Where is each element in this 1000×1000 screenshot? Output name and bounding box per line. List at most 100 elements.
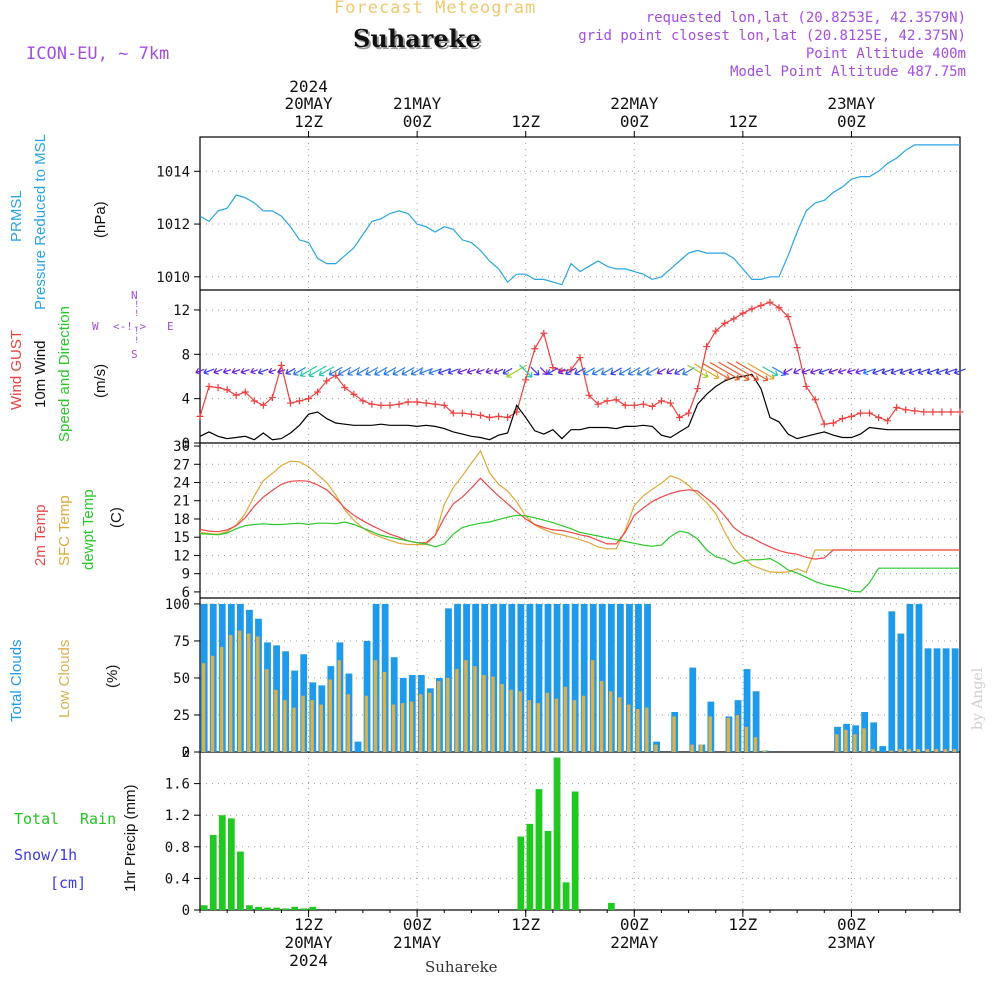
total-cloud-bar <box>897 633 905 752</box>
wind-direction-arrow <box>493 368 504 375</box>
gust-marker <box>413 398 421 406</box>
low-cloud-bar <box>934 749 939 752</box>
low-cloud-bar <box>554 698 559 752</box>
low-cloud-bar <box>265 669 269 752</box>
wind-direction-arrow <box>793 368 801 375</box>
y-tick-label: 2 <box>182 745 190 761</box>
rain-bar <box>200 905 208 910</box>
rain-bar <box>246 905 253 910</box>
bottom-axis-time: 00Z <box>620 915 649 934</box>
wind-direction-arrow <box>356 366 370 376</box>
wind-direction-arrow <box>687 364 709 379</box>
wind-direction-arrow <box>547 367 559 376</box>
gust-marker <box>196 412 204 420</box>
wind-direction-arrow <box>726 361 759 382</box>
gust-marker <box>838 415 846 423</box>
footer-place: Suhareke <box>425 958 498 976</box>
dewpoint-line <box>199 514 960 593</box>
gust-marker <box>648 402 656 410</box>
gust-marker <box>757 302 765 310</box>
low-cloud-bar <box>228 635 233 752</box>
wind-direction-arrow <box>292 366 306 376</box>
low-cloud-bar <box>672 716 676 752</box>
gust-marker <box>784 313 792 321</box>
wind-direction-arrow <box>872 368 885 376</box>
gust-marker <box>404 398 412 406</box>
y-tick-label: 8 <box>182 347 190 363</box>
low-cloud-bar <box>690 744 694 752</box>
gust-marker <box>956 408 964 416</box>
y-tick-label: 0 <box>182 745 190 761</box>
gust-marker <box>630 401 638 409</box>
y-tick-label: 27 <box>173 457 190 473</box>
gust-marker <box>594 400 602 408</box>
gust-marker <box>268 394 276 402</box>
wind-direction-arrow <box>890 368 903 376</box>
gust-marker <box>666 399 674 407</box>
low-cloud-bar <box>337 660 341 752</box>
gust-marker <box>739 309 747 317</box>
total-cloud-bar <box>915 603 923 752</box>
wind-direction-arrow <box>917 368 930 376</box>
low-cloud-bar <box>518 691 522 752</box>
wind-direction-arrow <box>519 364 533 378</box>
gust-marker <box>657 397 665 405</box>
wind-direction-arrow <box>565 367 577 376</box>
rain-bar <box>209 834 217 910</box>
gust-marker <box>286 399 294 407</box>
low-cloud-bar <box>636 709 640 752</box>
model-label: ICON-EU, ~ 7km <box>26 44 170 64</box>
bottom-axis-year: 2024 <box>289 951 328 970</box>
gust-marker <box>368 400 376 408</box>
pressure-line <box>199 144 960 286</box>
low-cloud-bar <box>618 697 622 752</box>
rain-bar <box>255 906 262 910</box>
total-rain-label-2: Rain <box>80 810 117 828</box>
total-cloud-bar <box>571 603 579 752</box>
y-tick-label: 24 <box>173 476 190 492</box>
gust-marker <box>856 409 864 417</box>
total-cloud-bar <box>526 603 534 752</box>
low-cloud-bar <box>373 660 378 752</box>
compass-n: N <box>131 289 138 302</box>
low-cloud-bar <box>482 675 486 752</box>
rain-bar <box>571 791 579 910</box>
gust-marker <box>639 400 647 408</box>
total-cloud-bar <box>553 603 561 752</box>
gust-marker <box>694 385 702 393</box>
top-axis-time: 00Z <box>837 112 866 131</box>
total-cloud-bar <box>951 648 959 752</box>
y-tick-label: 1012 <box>156 217 190 233</box>
wind-direction-arrow <box>308 365 327 378</box>
y-tick-label: 4 <box>182 392 190 408</box>
gust-marker <box>458 409 466 417</box>
y-tick-label: 1.2 <box>165 808 190 824</box>
total-cloud-bar <box>607 603 615 752</box>
rain-bar <box>535 789 543 910</box>
rain-bar <box>607 902 615 910</box>
low-cloud-bar <box>400 703 405 752</box>
gust-marker <box>929 408 937 416</box>
top-axis-date: 23MAY <box>827 94 876 113</box>
total-cloud-bar <box>535 603 543 752</box>
compass-arrow: <-!-> <box>113 320 147 333</box>
wind-direction-arrow <box>899 368 912 376</box>
low-cloud-bar <box>627 704 631 752</box>
gust-marker <box>250 397 258 405</box>
gust-marker <box>241 388 249 396</box>
y-tick-label: 0.8 <box>165 840 190 856</box>
rain-bar <box>273 907 280 910</box>
wind-direction-arrow <box>656 368 666 375</box>
y-tick-label: 18 <box>173 512 190 528</box>
low-cloud-bar <box>762 750 767 752</box>
wind-direction-arrow <box>837 367 847 375</box>
total-cloud-bar <box>888 611 896 752</box>
wind-direction-arrow <box>935 368 948 376</box>
bottom-axis-date: 22MAY <box>610 933 659 952</box>
total-cloud-bar <box>580 603 588 752</box>
low-cloud-bar <box>835 734 839 752</box>
low-cloud-bar <box>428 692 432 752</box>
wind-direction-arrow <box>539 367 548 376</box>
wind-direction-arrow <box>557 368 566 375</box>
gust-marker <box>314 388 322 396</box>
